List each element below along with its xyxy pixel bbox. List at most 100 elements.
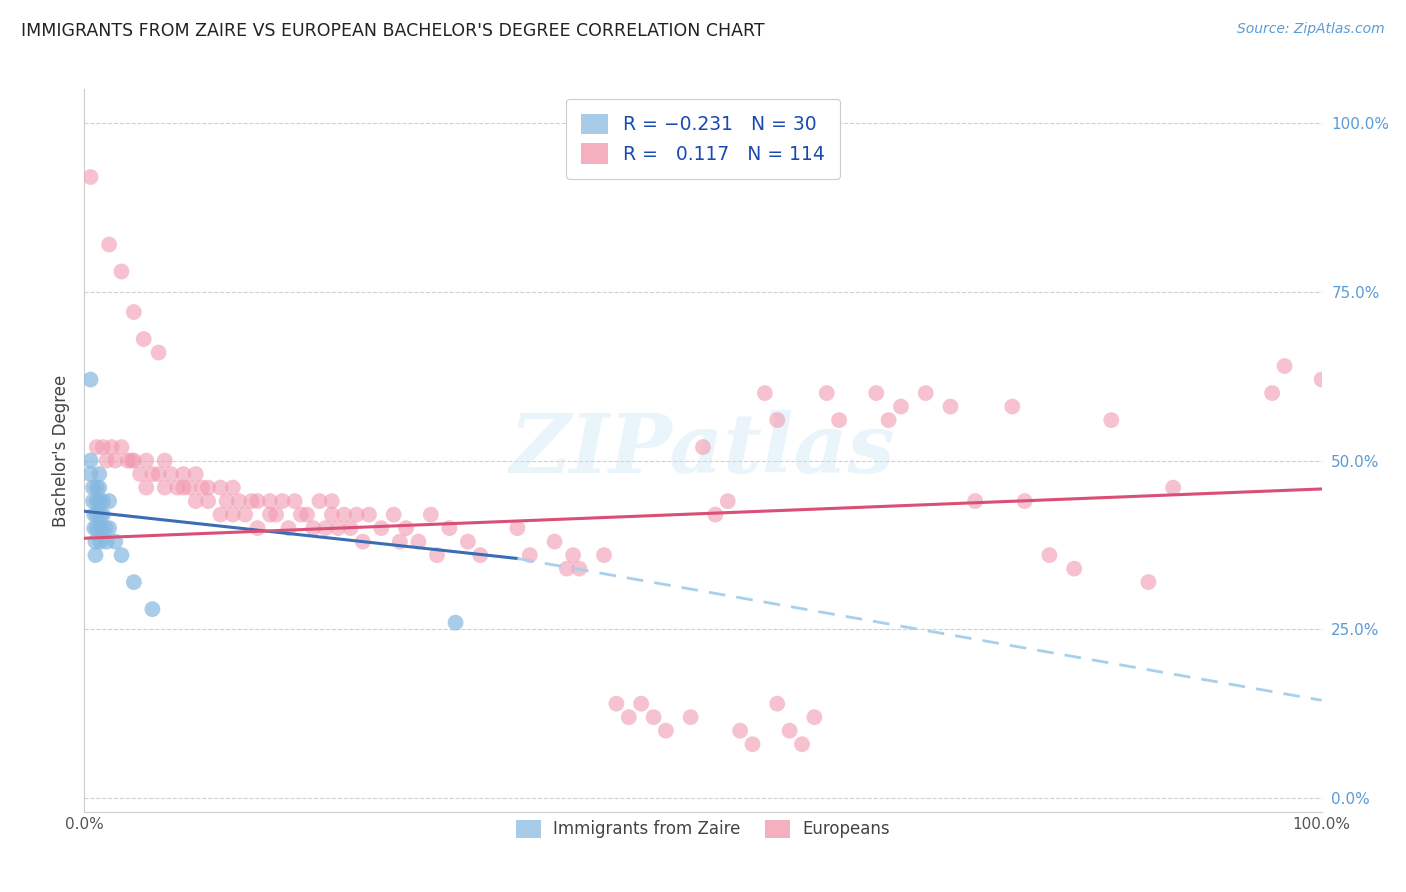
Point	[83, 508, 105, 522]
Point	[346, 508, 368, 522]
Point	[209, 508, 232, 522]
Point	[98, 494, 121, 508]
Point	[96, 453, 118, 467]
Point	[96, 534, 118, 549]
Point	[148, 345, 170, 359]
Point	[246, 494, 269, 508]
Point	[308, 494, 330, 508]
Point	[104, 534, 127, 549]
Point	[86, 494, 108, 508]
Point	[79, 453, 101, 467]
Point	[240, 494, 263, 508]
Point	[426, 548, 449, 562]
Point	[1161, 481, 1184, 495]
Point	[605, 697, 627, 711]
Point	[259, 494, 281, 508]
Point	[617, 710, 640, 724]
Point	[352, 534, 374, 549]
Point	[890, 400, 912, 414]
Point	[1014, 494, 1036, 508]
Point	[94, 521, 117, 535]
Point	[357, 508, 380, 522]
Point	[506, 521, 529, 535]
Point	[84, 548, 107, 562]
Point	[179, 481, 201, 495]
Point	[692, 440, 714, 454]
Point	[914, 386, 936, 401]
Point	[444, 615, 467, 630]
Point	[222, 508, 245, 522]
Point	[1310, 373, 1333, 387]
Point	[122, 305, 145, 319]
Point	[284, 494, 307, 508]
Point	[264, 508, 287, 522]
Point	[1274, 359, 1296, 373]
Point	[339, 521, 361, 535]
Point	[132, 332, 155, 346]
Point	[172, 467, 194, 481]
Point	[741, 737, 763, 751]
Point	[222, 481, 245, 495]
Point	[82, 494, 104, 508]
Point	[315, 521, 337, 535]
Point	[141, 602, 163, 616]
Point	[382, 508, 405, 522]
Point	[79, 169, 101, 184]
Point	[717, 494, 740, 508]
Point	[215, 494, 238, 508]
Point	[191, 481, 214, 495]
Point	[153, 453, 176, 467]
Point	[1063, 561, 1085, 575]
Point	[333, 508, 356, 522]
Point	[1099, 413, 1122, 427]
Point	[83, 521, 105, 535]
Point	[91, 508, 114, 522]
Point	[141, 467, 163, 481]
Point	[290, 508, 312, 522]
Point	[679, 710, 702, 724]
Point	[877, 413, 900, 427]
Point	[457, 534, 479, 549]
Point	[321, 508, 343, 522]
Text: IMMIGRANTS FROM ZAIRE VS EUROPEAN BACHELOR'S DEGREE CORRELATION CHART: IMMIGRANTS FROM ZAIRE VS EUROPEAN BACHEL…	[21, 22, 765, 40]
Point	[630, 697, 652, 711]
Point	[593, 548, 616, 562]
Point	[110, 264, 132, 278]
Point	[519, 548, 541, 562]
Point	[277, 521, 299, 535]
Point	[439, 521, 461, 535]
Point	[98, 237, 121, 252]
Point	[271, 494, 294, 508]
Point	[79, 373, 101, 387]
Point	[86, 521, 108, 535]
Point	[86, 508, 108, 522]
Point	[803, 710, 825, 724]
Point	[117, 453, 139, 467]
Point	[184, 494, 207, 508]
Point	[326, 521, 349, 535]
Point	[865, 386, 887, 401]
Point	[89, 467, 111, 481]
Point	[86, 481, 108, 495]
Point	[302, 521, 325, 535]
Point	[129, 467, 152, 481]
Point	[98, 521, 121, 535]
Point	[120, 453, 142, 467]
Point	[828, 413, 851, 427]
Point	[89, 534, 111, 549]
Point	[704, 508, 727, 522]
Point	[655, 723, 678, 738]
Point	[965, 494, 987, 508]
Point	[100, 440, 122, 454]
Point	[91, 494, 114, 508]
Point	[1261, 386, 1284, 401]
Point	[233, 508, 256, 522]
Point	[259, 508, 281, 522]
Point	[643, 710, 665, 724]
Point	[790, 737, 813, 751]
Y-axis label: Bachelor's Degree: Bachelor's Degree	[52, 375, 70, 526]
Point	[766, 413, 789, 427]
Point	[779, 723, 801, 738]
Point	[160, 467, 183, 481]
Point	[370, 521, 392, 535]
